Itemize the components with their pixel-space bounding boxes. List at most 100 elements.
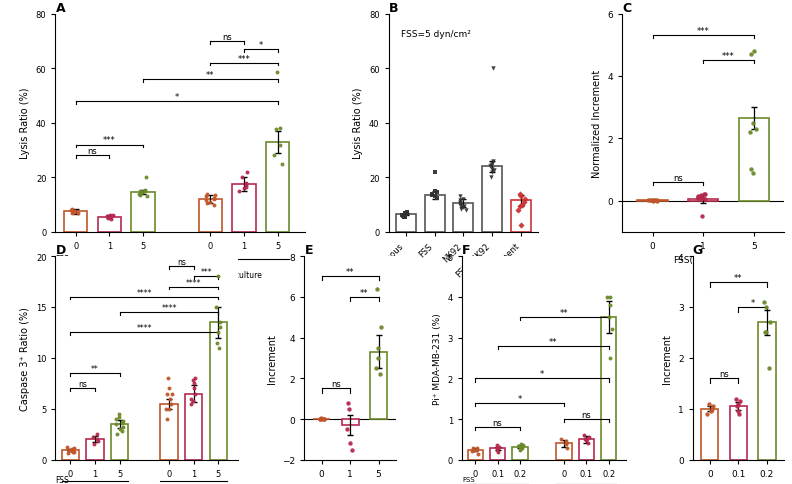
Point [188,390,201,398]
Point [706,403,719,410]
Point [63,446,75,454]
Text: ****: **** [136,288,152,297]
Point [401,209,413,217]
Point [91,431,104,439]
Point [135,190,147,197]
Point [696,213,709,221]
Text: Coculture: Coculture [226,271,262,279]
Point [581,436,593,443]
Point [276,160,288,168]
Point [471,450,484,457]
Point [163,385,176,393]
Point [116,417,129,425]
Point [746,169,759,177]
Point [371,285,383,293]
Point [456,204,469,212]
Point [458,203,470,211]
Point [513,203,526,211]
Point [399,210,412,217]
Point [515,222,527,229]
Point [66,210,78,218]
Point [400,211,413,218]
Point [67,448,80,455]
Point [105,215,117,223]
Point [560,439,573,447]
Point [69,208,82,216]
Point [314,415,326,423]
Point [732,400,744,408]
Point [116,424,129,431]
Point [744,51,757,59]
Point [397,212,409,220]
Point [164,400,177,408]
Point [733,410,745,418]
Point [399,213,412,221]
Point [187,377,200,384]
Point [428,193,441,201]
Point [703,400,716,408]
Point [137,188,150,196]
Bar [730,407,747,460]
Bar [232,185,256,232]
Text: ***: *** [697,27,710,36]
Y-axis label: Lysis Ratio (%): Lysis Ratio (%) [21,88,30,159]
Point [650,197,663,205]
Point [578,435,591,442]
Text: *: * [518,394,522,403]
Bar [370,352,387,419]
Point [60,443,73,451]
Point [493,443,505,451]
Bar [557,443,572,460]
Text: ***: *** [200,268,212,277]
Text: ns: ns [177,257,186,267]
Text: ***: *** [722,52,735,61]
Point [699,196,711,203]
Point [516,201,529,209]
Point [490,442,503,450]
Point [239,182,252,190]
Y-axis label: Caspase 3⁺ Ratio (%): Caspase 3⁺ Ratio (%) [21,306,30,410]
Point [518,198,531,206]
Point [102,213,115,221]
Point [162,375,175,382]
Point [647,197,660,205]
Point [650,197,663,204]
Point [110,420,123,428]
Bar [701,409,718,460]
Text: ***: *** [103,136,116,145]
Point [200,193,213,201]
Point [701,410,714,418]
Point [763,319,776,327]
Point [315,415,328,423]
Point [512,207,524,214]
Text: ****: **** [186,278,201,287]
Point [160,405,173,413]
Point [560,444,573,452]
Point [646,197,659,204]
Bar [161,404,177,460]
Text: dyn/cm²: dyn/cm² [55,271,87,279]
Point [134,188,147,196]
Point [733,397,746,405]
Point [516,444,528,452]
Y-axis label: Pi⁺ MDA-MB-231 (%): Pi⁺ MDA-MB-231 (%) [433,312,442,404]
Point [698,191,710,198]
Point [515,193,527,201]
Text: D: D [55,243,66,257]
Point [401,210,413,217]
Text: ns: ns [78,379,87,389]
Point [86,434,99,441]
Point [603,314,615,321]
Point [514,190,527,198]
Point [211,339,223,347]
Point [487,158,500,166]
Point [271,69,284,77]
Point [748,48,760,56]
Point [116,427,128,435]
Point [729,395,742,403]
Point [471,444,484,452]
Text: FSS: FSS [55,254,69,263]
Text: ****: **** [136,324,152,333]
Text: A: A [55,1,65,15]
Point [212,329,225,337]
